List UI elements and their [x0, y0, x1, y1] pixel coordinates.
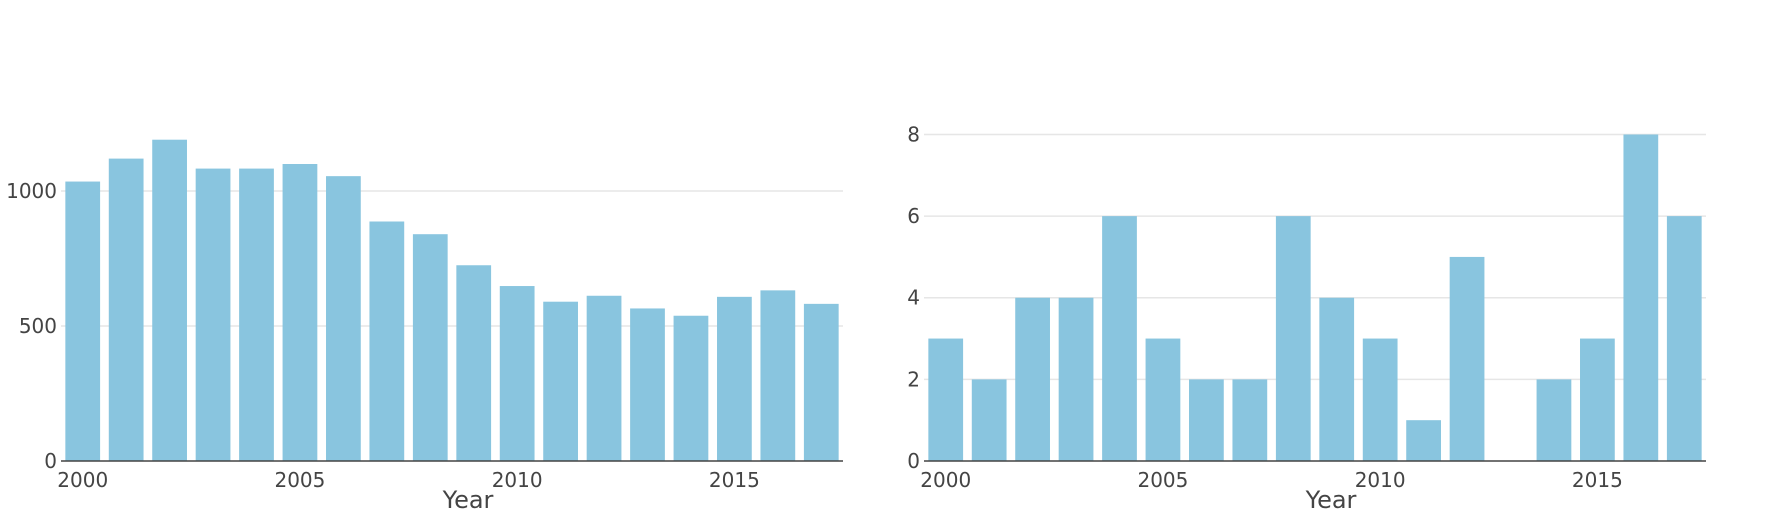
bar-2008 — [412, 234, 448, 461]
y-tick-label: 4 — [907, 286, 920, 310]
y-tick-label: 0 — [44, 449, 57, 473]
bar-2001 — [971, 379, 1007, 461]
chart-left: 0 500 1000 2000 2005 2010 2015 Year — [6, 139, 843, 514]
y-tick-label: 6 — [907, 204, 920, 228]
y-tick-label: 1000 — [6, 179, 57, 203]
x-axis-title: Year — [1305, 486, 1357, 514]
x-tick-label: 2005 — [274, 468, 325, 492]
bar-2005 — [282, 164, 318, 461]
bar-2002 — [1015, 297, 1050, 461]
bar-2014 — [1536, 379, 1572, 461]
y-tick-label: 500 — [19, 314, 57, 338]
bar-2015 — [717, 296, 752, 461]
bar-2006 — [1189, 379, 1224, 461]
bar-2012 — [586, 295, 622, 461]
bar-2003 — [195, 168, 231, 461]
x-tick-label: 2010 — [492, 468, 543, 492]
bar-2009 — [1319, 297, 1355, 461]
bar-2017 — [1666, 216, 1702, 461]
bar-2000 — [65, 181, 101, 462]
bar-2003 — [1058, 297, 1094, 461]
bar-2007 — [369, 221, 405, 461]
bar-2007 — [1232, 379, 1268, 461]
bar-2010 — [499, 286, 535, 461]
y-tick-label: 2 — [907, 367, 920, 391]
bar-2012 — [1449, 256, 1485, 461]
x-tick-label: 2015 — [1572, 468, 1623, 492]
bar-2011 — [543, 301, 578, 461]
x-axis-title: Year — [442, 486, 494, 514]
bar-2000 — [928, 338, 964, 461]
x-tick-label: 2010 — [1355, 468, 1406, 492]
bar-2017 — [803, 303, 839, 461]
bar-2010 — [1362, 338, 1398, 461]
x-tick-label: 2000 — [57, 468, 108, 492]
x-tick-label: 2000 — [920, 468, 971, 492]
bar-2013 — [630, 308, 665, 461]
bar-2015 — [1580, 338, 1615, 461]
bar-2004 — [239, 168, 274, 461]
y-tick-label: 8 — [907, 122, 920, 146]
bar-2016 — [760, 290, 796, 461]
bar-2011 — [1406, 420, 1441, 461]
bar-2002 — [152, 139, 187, 461]
chart-right: 0 2 4 6 8 2000 2005 2010 2015 Year — [907, 122, 1706, 514]
bar-2004 — [1102, 216, 1137, 461]
bar-2006 — [326, 176, 361, 461]
bar-2008 — [1275, 216, 1311, 461]
y-tick-label: 0 — [907, 449, 920, 473]
bar-2016 — [1623, 134, 1659, 461]
bar-2005 — [1145, 338, 1181, 461]
x-tick-label: 2015 — [709, 468, 760, 492]
bar-2001 — [108, 158, 144, 461]
bar-2014 — [673, 315, 709, 461]
x-tick-label: 2005 — [1137, 468, 1188, 492]
bar-2009 — [456, 265, 492, 461]
